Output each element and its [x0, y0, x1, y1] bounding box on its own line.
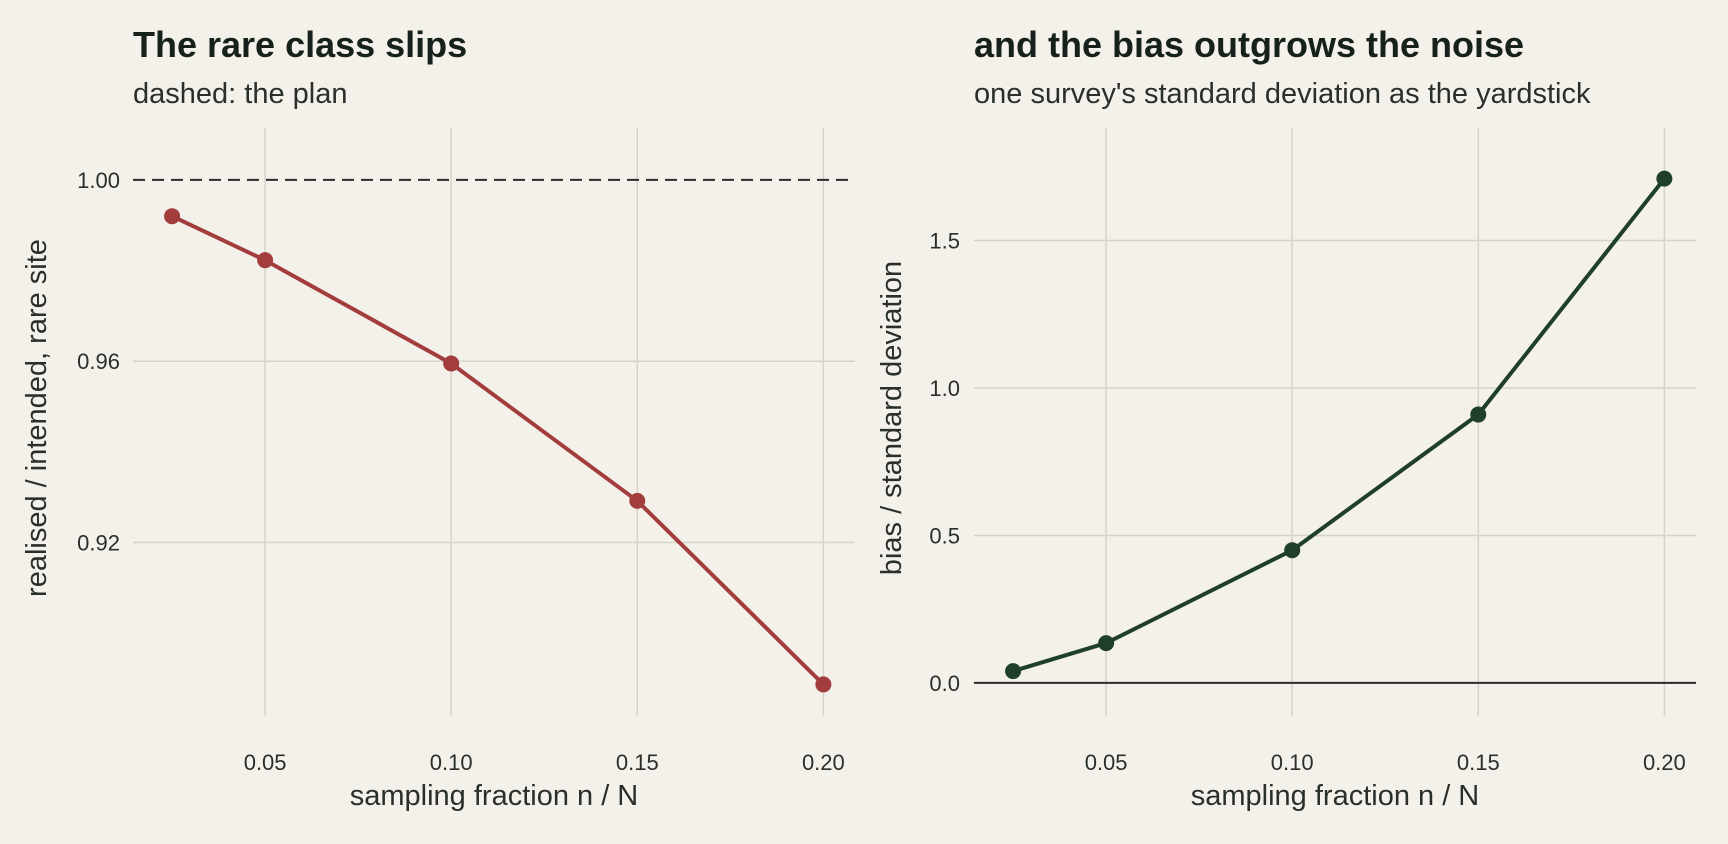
x-tick-label: 0.05 [1085, 750, 1128, 775]
data-point [1284, 542, 1301, 559]
chart-panel-left: The rare class slips dashed: the plan 0.… [21, 24, 855, 812]
series-line [1012, 177, 1666, 674]
data-point [1005, 663, 1022, 680]
data-point [164, 208, 181, 225]
data-point [1656, 170, 1673, 187]
chart-panel-right: and the bias outgrows the noise one surv… [864, 0, 1728, 844]
chart-subtitle: dashed: the plan [133, 78, 348, 110]
y-tick-label: 1.00 [77, 168, 120, 193]
x-tick-label: 0.15 [616, 750, 659, 775]
y-tick-label: 1.0 [929, 376, 960, 401]
data-point [1470, 406, 1487, 423]
x-tick-label: 0.10 [430, 750, 473, 775]
y-axis-label: realised / intended, rare site [21, 239, 53, 597]
data-point [1098, 635, 1115, 652]
chart-subtitle: one survey's standard deviation as the y… [974, 78, 1591, 110]
data-point [815, 676, 832, 693]
line-chart: 0.05 0.10 0.15 0.20 0.92 0.96 1.00 sampling fra… [21, 128, 855, 812]
data-point [443, 355, 460, 372]
x-tick-label: 0.05 [244, 750, 287, 775]
chart-title: and the bias outgrows the noise [974, 24, 1525, 65]
y-tick-label: 1.5 [929, 229, 960, 254]
series-line [171, 214, 825, 686]
data-point [257, 252, 274, 269]
x-axis-label: sampling fraction n / N [350, 780, 639, 812]
y-tick-label: 0.5 [929, 523, 960, 548]
chart-title: The rare class slips [133, 24, 468, 65]
x-tick-label: 0.20 [1643, 750, 1686, 775]
data-point [629, 492, 646, 509]
y-tick-label: 0.92 [77, 531, 120, 556]
line-chart: 0.05 0.10 0.15 0.20 0.0 0.5 1.0 1.5 sampling fra… [876, 128, 1696, 812]
y-axis-label: bias / standard deviation [876, 261, 908, 575]
y-tick-label: 0.96 [77, 349, 120, 374]
x-tick-label: 0.10 [1271, 750, 1314, 775]
x-axis-label: sampling fraction n / N [1191, 780, 1480, 812]
x-tick-label: 0.15 [1457, 750, 1500, 775]
y-tick-label: 0.0 [929, 671, 960, 696]
x-tick-label: 0.20 [802, 750, 845, 775]
